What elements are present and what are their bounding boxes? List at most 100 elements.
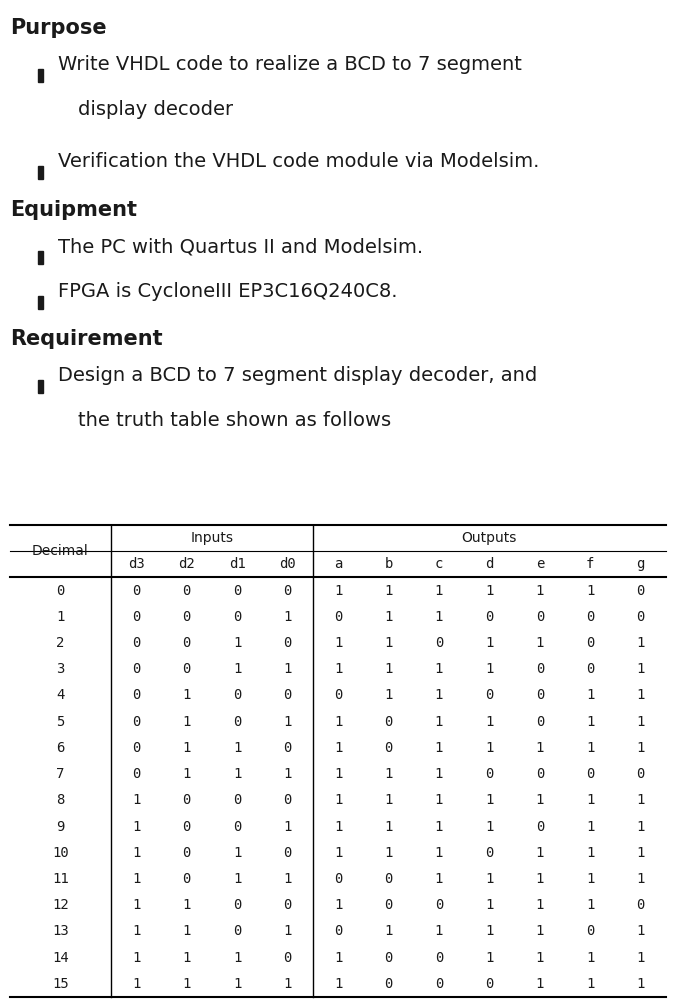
Text: 0: 0 <box>183 872 191 886</box>
Text: Requirement: Requirement <box>10 329 163 349</box>
Text: 1: 1 <box>233 740 241 755</box>
Text: 1: 1 <box>183 688 191 702</box>
Text: 1: 1 <box>637 688 645 702</box>
Text: 0: 0 <box>586 610 594 624</box>
Text: 0: 0 <box>485 846 493 860</box>
Text: Verification the VHDL code module via Modelsim.: Verification the VHDL code module via Mo… <box>58 152 539 171</box>
Text: 1: 1 <box>586 820 594 834</box>
Text: 1: 1 <box>384 610 393 624</box>
Text: 6: 6 <box>56 740 65 755</box>
Text: 12: 12 <box>52 898 69 912</box>
Text: 1: 1 <box>435 688 443 702</box>
Text: 0: 0 <box>132 662 141 676</box>
Text: 0: 0 <box>283 583 292 597</box>
Text: 0: 0 <box>334 925 342 939</box>
Bar <box>38 69 43 82</box>
Text: 1: 1 <box>384 820 393 834</box>
Text: 1: 1 <box>384 794 393 808</box>
Text: 1: 1 <box>485 636 493 650</box>
Text: 1: 1 <box>283 925 292 939</box>
Bar <box>38 296 43 309</box>
Text: 0: 0 <box>586 925 594 939</box>
Text: 1: 1 <box>283 662 292 676</box>
Text: d0: d0 <box>279 557 296 571</box>
Text: 1: 1 <box>435 714 443 728</box>
Text: 1: 1 <box>183 898 191 912</box>
Text: 0: 0 <box>132 583 141 597</box>
Text: Purpose: Purpose <box>10 18 107 38</box>
Text: 1: 1 <box>183 951 191 965</box>
Text: 1: 1 <box>485 714 493 728</box>
Text: 1: 1 <box>485 820 493 834</box>
Text: 1: 1 <box>183 768 191 782</box>
Text: 0: 0 <box>586 662 594 676</box>
Text: 0: 0 <box>485 977 493 991</box>
Text: 1: 1 <box>283 610 292 624</box>
Text: 0: 0 <box>334 872 342 886</box>
Text: 0: 0 <box>485 688 493 702</box>
Text: 1: 1 <box>586 846 594 860</box>
Text: 0: 0 <box>384 872 393 886</box>
Text: 1: 1 <box>435 794 443 808</box>
Text: 1: 1 <box>535 898 544 912</box>
Text: 1: 1 <box>485 925 493 939</box>
Text: 1: 1 <box>586 898 594 912</box>
Text: 0: 0 <box>637 610 645 624</box>
Text: 1: 1 <box>132 794 141 808</box>
Text: 0: 0 <box>183 820 191 834</box>
Text: 1: 1 <box>637 846 645 860</box>
Text: 1: 1 <box>586 740 594 755</box>
Text: 1: 1 <box>334 636 342 650</box>
Text: 1: 1 <box>637 794 645 808</box>
Text: 1: 1 <box>485 951 493 965</box>
Text: 0: 0 <box>485 768 493 782</box>
Text: 0: 0 <box>233 898 241 912</box>
Text: 0: 0 <box>283 794 292 808</box>
Text: 1: 1 <box>535 794 544 808</box>
Text: 7: 7 <box>56 768 65 782</box>
Text: 9: 9 <box>56 820 65 834</box>
Text: 1: 1 <box>132 951 141 965</box>
Text: 1: 1 <box>384 662 393 676</box>
Bar <box>38 166 43 179</box>
Text: d3: d3 <box>128 557 145 571</box>
Text: 0: 0 <box>283 688 292 702</box>
Text: 0: 0 <box>637 898 645 912</box>
Text: 0: 0 <box>183 636 191 650</box>
Text: 0: 0 <box>233 583 241 597</box>
Text: 1: 1 <box>485 872 493 886</box>
Bar <box>38 380 43 393</box>
Text: 1: 1 <box>334 951 342 965</box>
Text: 8: 8 <box>56 794 65 808</box>
Text: Write VHDL code to realize a BCD to 7 segment: Write VHDL code to realize a BCD to 7 se… <box>58 55 522 74</box>
Text: 1: 1 <box>384 846 393 860</box>
Text: 2: 2 <box>56 636 65 650</box>
Text: 1: 1 <box>283 977 292 991</box>
Text: 0: 0 <box>183 583 191 597</box>
Text: 0: 0 <box>283 740 292 755</box>
Text: 0: 0 <box>233 714 241 728</box>
Text: 1: 1 <box>283 714 292 728</box>
Text: 0: 0 <box>435 898 443 912</box>
Text: 1: 1 <box>334 820 342 834</box>
Text: 1: 1 <box>233 977 241 991</box>
Text: 0: 0 <box>132 610 141 624</box>
Text: 1: 1 <box>637 820 645 834</box>
Text: 1: 1 <box>485 794 493 808</box>
Text: 13: 13 <box>52 925 69 939</box>
Text: 1: 1 <box>535 925 544 939</box>
Text: 1: 1 <box>637 872 645 886</box>
Text: 1: 1 <box>384 688 393 702</box>
Text: 0: 0 <box>283 636 292 650</box>
Text: 0: 0 <box>233 610 241 624</box>
Text: 1: 1 <box>435 820 443 834</box>
Text: 0: 0 <box>334 610 342 624</box>
Text: Outputs: Outputs <box>462 531 517 545</box>
Text: 0: 0 <box>586 636 594 650</box>
Text: the truth table shown as follows: the truth table shown as follows <box>78 411 391 430</box>
Text: 1: 1 <box>233 872 241 886</box>
Text: 1: 1 <box>384 583 393 597</box>
Text: 1: 1 <box>586 714 594 728</box>
Text: 1: 1 <box>183 714 191 728</box>
Text: 1: 1 <box>435 583 443 597</box>
